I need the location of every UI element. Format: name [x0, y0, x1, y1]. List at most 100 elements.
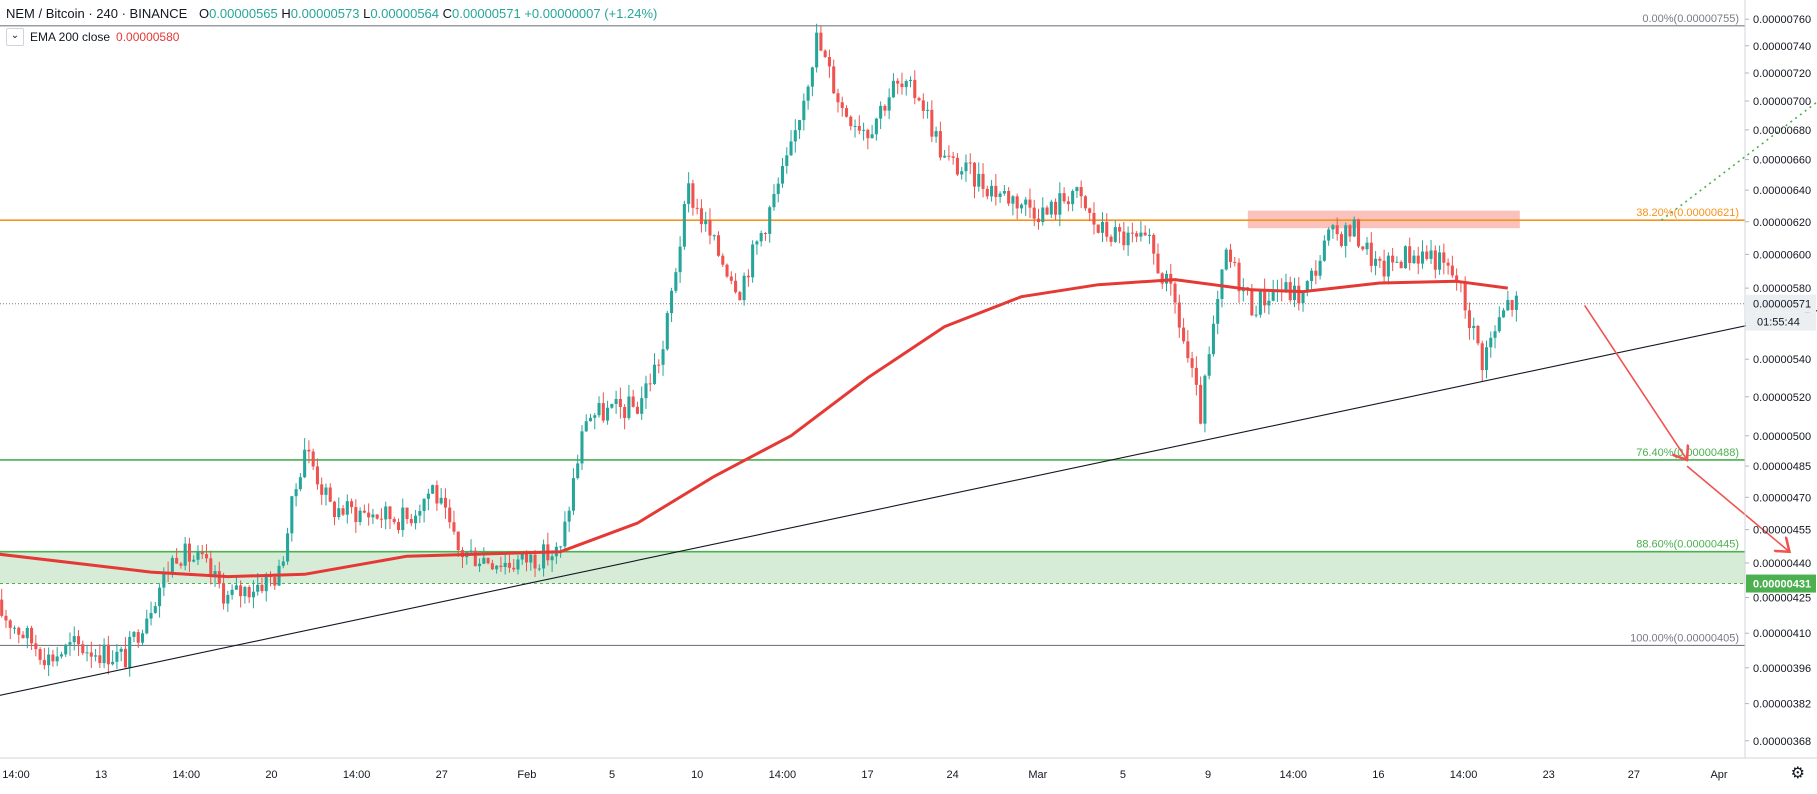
candle-body	[145, 618, 149, 634]
candle-body	[21, 634, 25, 639]
candle-body	[644, 383, 648, 399]
candle-body	[674, 272, 678, 291]
close-label: C	[442, 6, 453, 21]
candle-body	[303, 449, 307, 478]
candle-body	[170, 557, 174, 574]
candle-body	[836, 93, 840, 103]
candle-body	[1109, 236, 1113, 242]
candle-body	[405, 507, 409, 519]
candle-body	[81, 644, 85, 654]
price-tick-label: 0.00000500	[1753, 431, 1811, 443]
candle-body	[418, 511, 422, 516]
candle-body	[452, 522, 456, 532]
open-label: O	[198, 6, 210, 21]
candle-body	[0, 599, 4, 616]
candle-body	[1194, 367, 1198, 385]
candle-body	[98, 655, 102, 664]
candle-body	[524, 552, 529, 563]
candle-body	[972, 162, 977, 187]
candle-body	[1254, 314, 1258, 316]
candle-body	[183, 543, 187, 566]
time-tick-label: 27	[436, 769, 448, 781]
countdown-tag	[1746, 312, 1816, 331]
candle-body	[1024, 199, 1028, 205]
candle-body	[704, 220, 708, 225]
candle-body	[337, 508, 341, 518]
candle-body	[222, 583, 226, 604]
candle-body	[529, 554, 533, 563]
candle-body	[1105, 221, 1109, 237]
price-tick-label: 0.00000368	[1753, 736, 1811, 748]
price-tick-label: 0.00000760	[1753, 14, 1811, 26]
candle-body	[486, 557, 490, 564]
candle-body	[431, 485, 435, 494]
candle-body	[857, 125, 861, 131]
candle-body	[371, 514, 375, 518]
candle-body	[362, 510, 366, 513]
price-tick-label: 0.00000740	[1753, 41, 1811, 53]
candle-body	[1147, 234, 1151, 236]
price-tick-label: 0.00000470	[1753, 492, 1811, 504]
candle-body	[1032, 207, 1036, 219]
candle-body	[281, 561, 285, 566]
candle-body	[149, 612, 153, 619]
candle-body	[687, 183, 691, 204]
candle-body	[823, 50, 827, 58]
candle-body	[209, 558, 213, 576]
candle-body	[392, 519, 396, 523]
candle-body	[115, 651, 119, 662]
time-tick-label: 14:00	[1450, 769, 1478, 781]
candle-body	[1497, 317, 1501, 332]
candle-body	[1327, 229, 1331, 241]
candle-body	[661, 349, 665, 365]
candle-body	[1484, 347, 1489, 371]
countdown-tag-text: 01:55:44	[1757, 317, 1800, 329]
fib-level-label: 100.00%(0.00000405)	[1630, 632, 1739, 644]
candle-body	[12, 627, 17, 629]
candle-body	[985, 188, 989, 197]
candle-body	[1066, 201, 1070, 205]
candle-body	[533, 554, 537, 569]
price-tick-label: 0.00000600	[1753, 249, 1811, 261]
candle-body	[1203, 375, 1207, 424]
chevron-down-icon[interactable]: ⌄	[6, 28, 24, 46]
candle-body	[247, 587, 251, 598]
candle-body	[601, 403, 605, 421]
candle-body	[1228, 249, 1233, 262]
candle-body	[614, 398, 618, 405]
candle-body	[994, 185, 998, 197]
candle-body	[789, 141, 793, 156]
candle-body	[1152, 234, 1156, 254]
candle-body	[755, 241, 759, 245]
candle-body	[128, 636, 132, 668]
candle-body	[239, 585, 243, 597]
candle-body	[162, 572, 166, 588]
bearish-projection-arrow	[1583, 304, 1687, 460]
price-tick-label: 0.00000540	[1753, 354, 1811, 366]
candle-body	[1450, 265, 1454, 276]
candle-body	[618, 398, 622, 408]
candle-body	[1224, 249, 1228, 270]
price-tick-label: 0.00000382	[1753, 699, 1811, 711]
candle-body	[234, 585, 238, 590]
candle-body	[648, 383, 652, 385]
candle-body	[25, 627, 29, 639]
candle-body	[844, 108, 849, 117]
price-axis-pane[interactable]	[1745, 0, 1817, 789]
gear-icon[interactable]: ⚙	[1790, 765, 1805, 782]
indicator-label[interactable]: EMA 200 close	[30, 30, 111, 44]
candle-body	[1310, 270, 1314, 282]
candle-body	[870, 134, 874, 139]
price-tick-label: 0.00000680	[1753, 125, 1811, 137]
time-tick-label: 5	[609, 769, 615, 781]
candle-body	[1173, 283, 1177, 303]
candle-body	[874, 118, 878, 135]
time-axis-pane[interactable]	[0, 758, 1817, 789]
candle-body	[140, 633, 145, 643]
candle-body	[123, 648, 127, 668]
candle-body	[175, 557, 179, 564]
fib-level-label: 38.20%(0.00000621)	[1636, 207, 1739, 219]
candle-body	[1356, 219, 1361, 247]
